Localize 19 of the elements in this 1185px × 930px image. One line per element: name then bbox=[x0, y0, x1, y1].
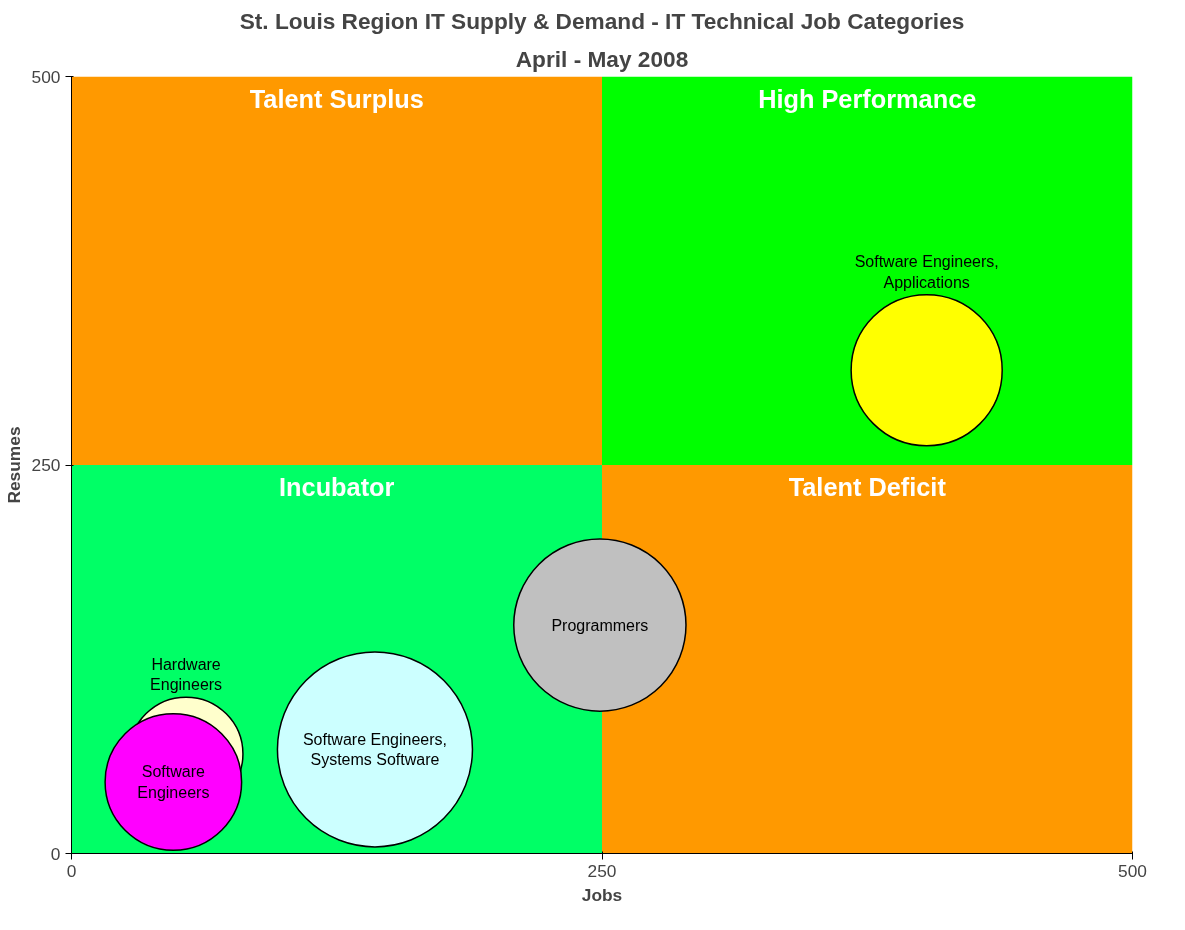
band-label: Talent Surplus bbox=[249, 84, 424, 113]
series-label: Software Engineers bbox=[137, 763, 210, 801]
chart-title: St. Louis Region IT Supply & Demand - IT Technical Job Categories bbox=[239, 7, 965, 34]
band-label: Incubator bbox=[279, 473, 395, 501]
series-label: Programmers bbox=[551, 616, 649, 634]
x-tick-label: 500 bbox=[1118, 860, 1147, 881]
series-label: Hardware Engineers bbox=[150, 655, 223, 694]
y-axis-title: Resumes bbox=[3, 426, 24, 504]
series-label: Software Engineers, Systems Software bbox=[302, 730, 447, 769]
x-axis-title: Jobs bbox=[581, 884, 623, 905]
y-tick-label: 250 bbox=[31, 455, 61, 475]
x-tick-label: 250 bbox=[587, 860, 617, 881]
series-label: Software Engineers, Applications bbox=[854, 253, 999, 291]
chart-subtitle: April - May 2008 bbox=[515, 45, 689, 72]
x-tick-label: 0 bbox=[66, 860, 77, 881]
band-label: Talent Deficit bbox=[788, 473, 947, 501]
y-tick-label: 0 bbox=[50, 843, 61, 864]
band-label: High Performance bbox=[758, 84, 977, 113]
y-tick-label: 500 bbox=[31, 66, 61, 87]
